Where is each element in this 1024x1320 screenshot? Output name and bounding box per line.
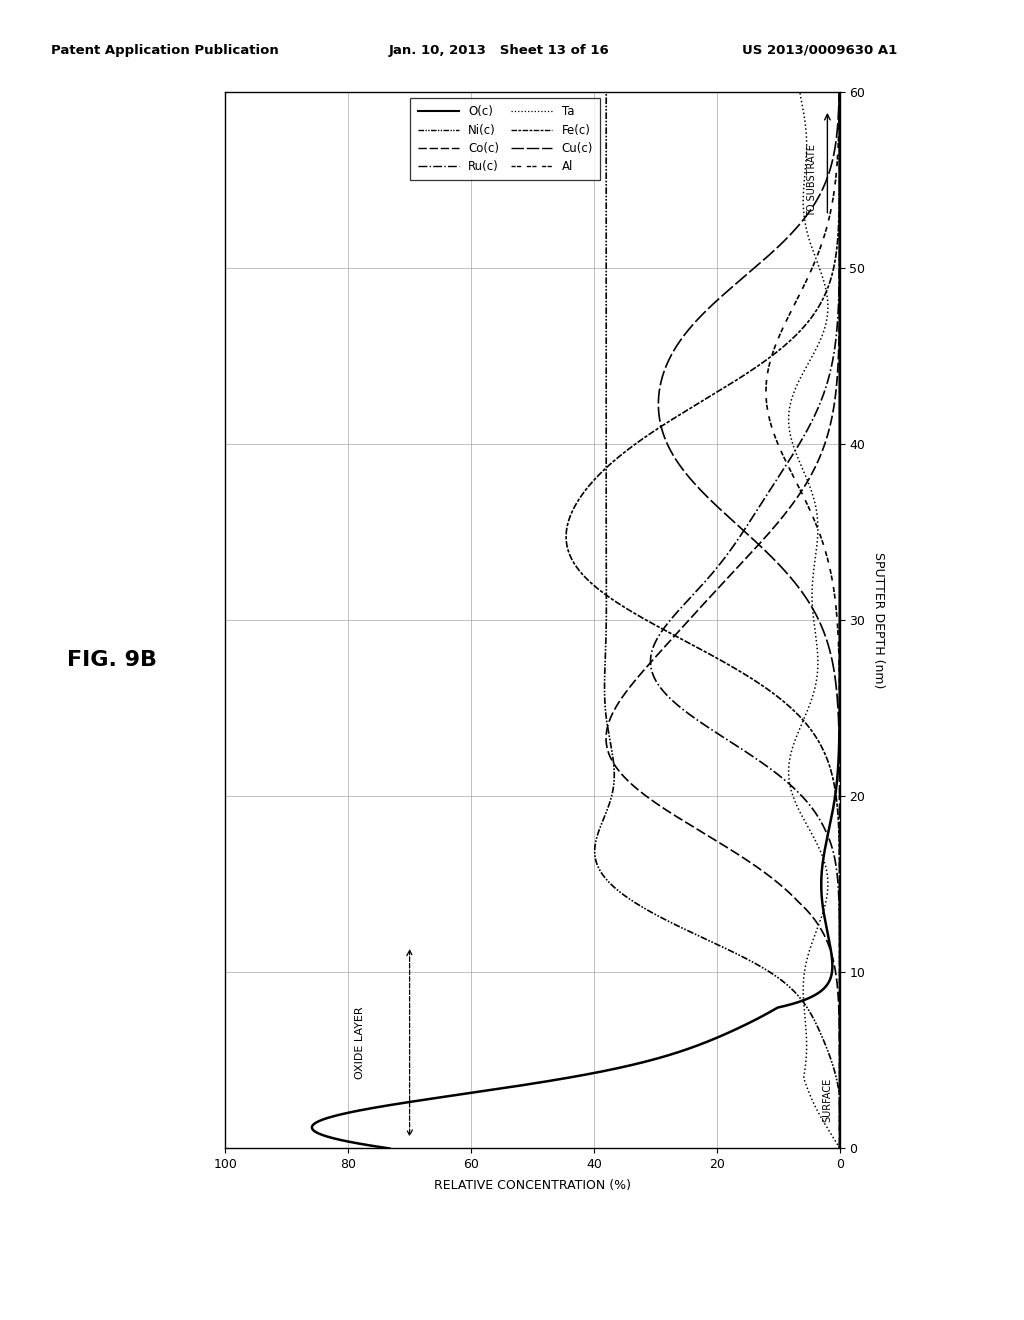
Cu(c) <box>831 690 844 706</box>
Cu(c) <box>834 735 846 751</box>
Ni(c) <box>834 1140 846 1156</box>
Al <box>834 1020 846 1036</box>
Text: Patent Application Publication: Patent Application Publication <box>51 44 279 57</box>
Co(c) <box>828 957 841 973</box>
Ta <box>800 1020 812 1036</box>
O(c) <box>826 957 839 973</box>
Fe(c) <box>834 1140 846 1156</box>
Al <box>834 84 846 100</box>
Ta <box>787 735 800 751</box>
X-axis label: RELATIVE CONCENTRATION (%): RELATIVE CONCENTRATION (%) <box>434 1180 631 1192</box>
Ru(c) <box>834 1020 846 1036</box>
Co(c) <box>834 1140 846 1156</box>
Ta <box>800 219 812 235</box>
Line: Cu(c): Cu(c) <box>658 92 840 1148</box>
Ru(c) <box>834 219 846 235</box>
Cu(c) <box>834 1020 846 1036</box>
Ni(c) <box>604 735 616 751</box>
Cu(c) <box>834 84 846 100</box>
Ta <box>798 106 810 121</box>
Cu(c) <box>833 106 845 121</box>
Co(c) <box>615 690 628 706</box>
Ru(c) <box>834 84 846 100</box>
Line: Al: Al <box>766 92 840 1148</box>
Line: Ru(c): Ru(c) <box>650 92 840 1148</box>
Al <box>834 106 846 121</box>
Ru(c) <box>834 106 846 121</box>
Co(c) <box>600 735 612 751</box>
Co(c) <box>834 84 846 100</box>
Text: OXIDE LAYER: OXIDE LAYER <box>355 1006 366 1080</box>
Al <box>834 957 846 973</box>
O(c) <box>834 106 846 121</box>
Co(c) <box>834 1020 846 1036</box>
Cu(c) <box>792 219 804 235</box>
O(c) <box>833 735 845 751</box>
Ru(c) <box>834 957 846 973</box>
Ru(c) <box>664 690 676 706</box>
Text: FIG. 9B: FIG. 9B <box>67 649 157 671</box>
Ni(c) <box>600 106 612 121</box>
Co(c) <box>834 219 846 235</box>
Ni(c) <box>599 690 611 706</box>
Ni(c) <box>812 1020 824 1036</box>
Ta <box>800 957 812 973</box>
Text: TO SUBSTRATE: TO SUBSTRATE <box>807 144 817 216</box>
Fe(c) <box>834 106 846 121</box>
Y-axis label: SPUTTER DEPTH (nm): SPUTTER DEPTH (nm) <box>871 552 885 689</box>
O(c) <box>732 1020 744 1036</box>
Line: Fe(c): Fe(c) <box>566 92 840 1148</box>
Cu(c) <box>834 957 846 973</box>
Text: US 2013/0009630 A1: US 2013/0009630 A1 <box>742 44 898 57</box>
Ni(c) <box>600 84 612 100</box>
Line: Co(c): Co(c) <box>606 92 840 1148</box>
Fe(c) <box>834 1020 846 1036</box>
Line: Ni(c): Ni(c) <box>595 92 840 1148</box>
Legend: O(c), Ni(c), Co(c), Ru(c), Ta, Fe(c), Cu(c), Al: O(c), Ni(c), Co(c), Ru(c), Ta, Fe(c), Cu… <box>411 98 600 181</box>
Cu(c) <box>834 1140 846 1156</box>
O(c) <box>834 84 846 100</box>
Line: O(c): O(c) <box>312 92 840 1148</box>
Text: SURFACE: SURFACE <box>822 1077 833 1122</box>
Fe(c) <box>773 690 785 706</box>
Fe(c) <box>814 735 826 751</box>
Ta <box>806 690 818 706</box>
O(c) <box>834 690 846 706</box>
Ru(c) <box>727 735 739 751</box>
Fe(c) <box>833 219 845 235</box>
Al <box>834 735 846 751</box>
O(c) <box>383 1140 395 1156</box>
O(c) <box>834 219 846 235</box>
Ta <box>794 84 806 100</box>
Ta <box>834 1140 846 1156</box>
Ni(c) <box>753 957 765 973</box>
Fe(c) <box>834 957 846 973</box>
Al <box>834 1140 846 1156</box>
Co(c) <box>834 106 846 121</box>
Ni(c) <box>600 219 612 235</box>
Line: Ta: Ta <box>788 92 840 1148</box>
Ru(c) <box>834 1140 846 1156</box>
Al <box>834 690 846 706</box>
Al <box>821 219 834 235</box>
Fe(c) <box>834 84 846 100</box>
Text: Jan. 10, 2013   Sheet 13 of 16: Jan. 10, 2013 Sheet 13 of 16 <box>389 44 610 57</box>
